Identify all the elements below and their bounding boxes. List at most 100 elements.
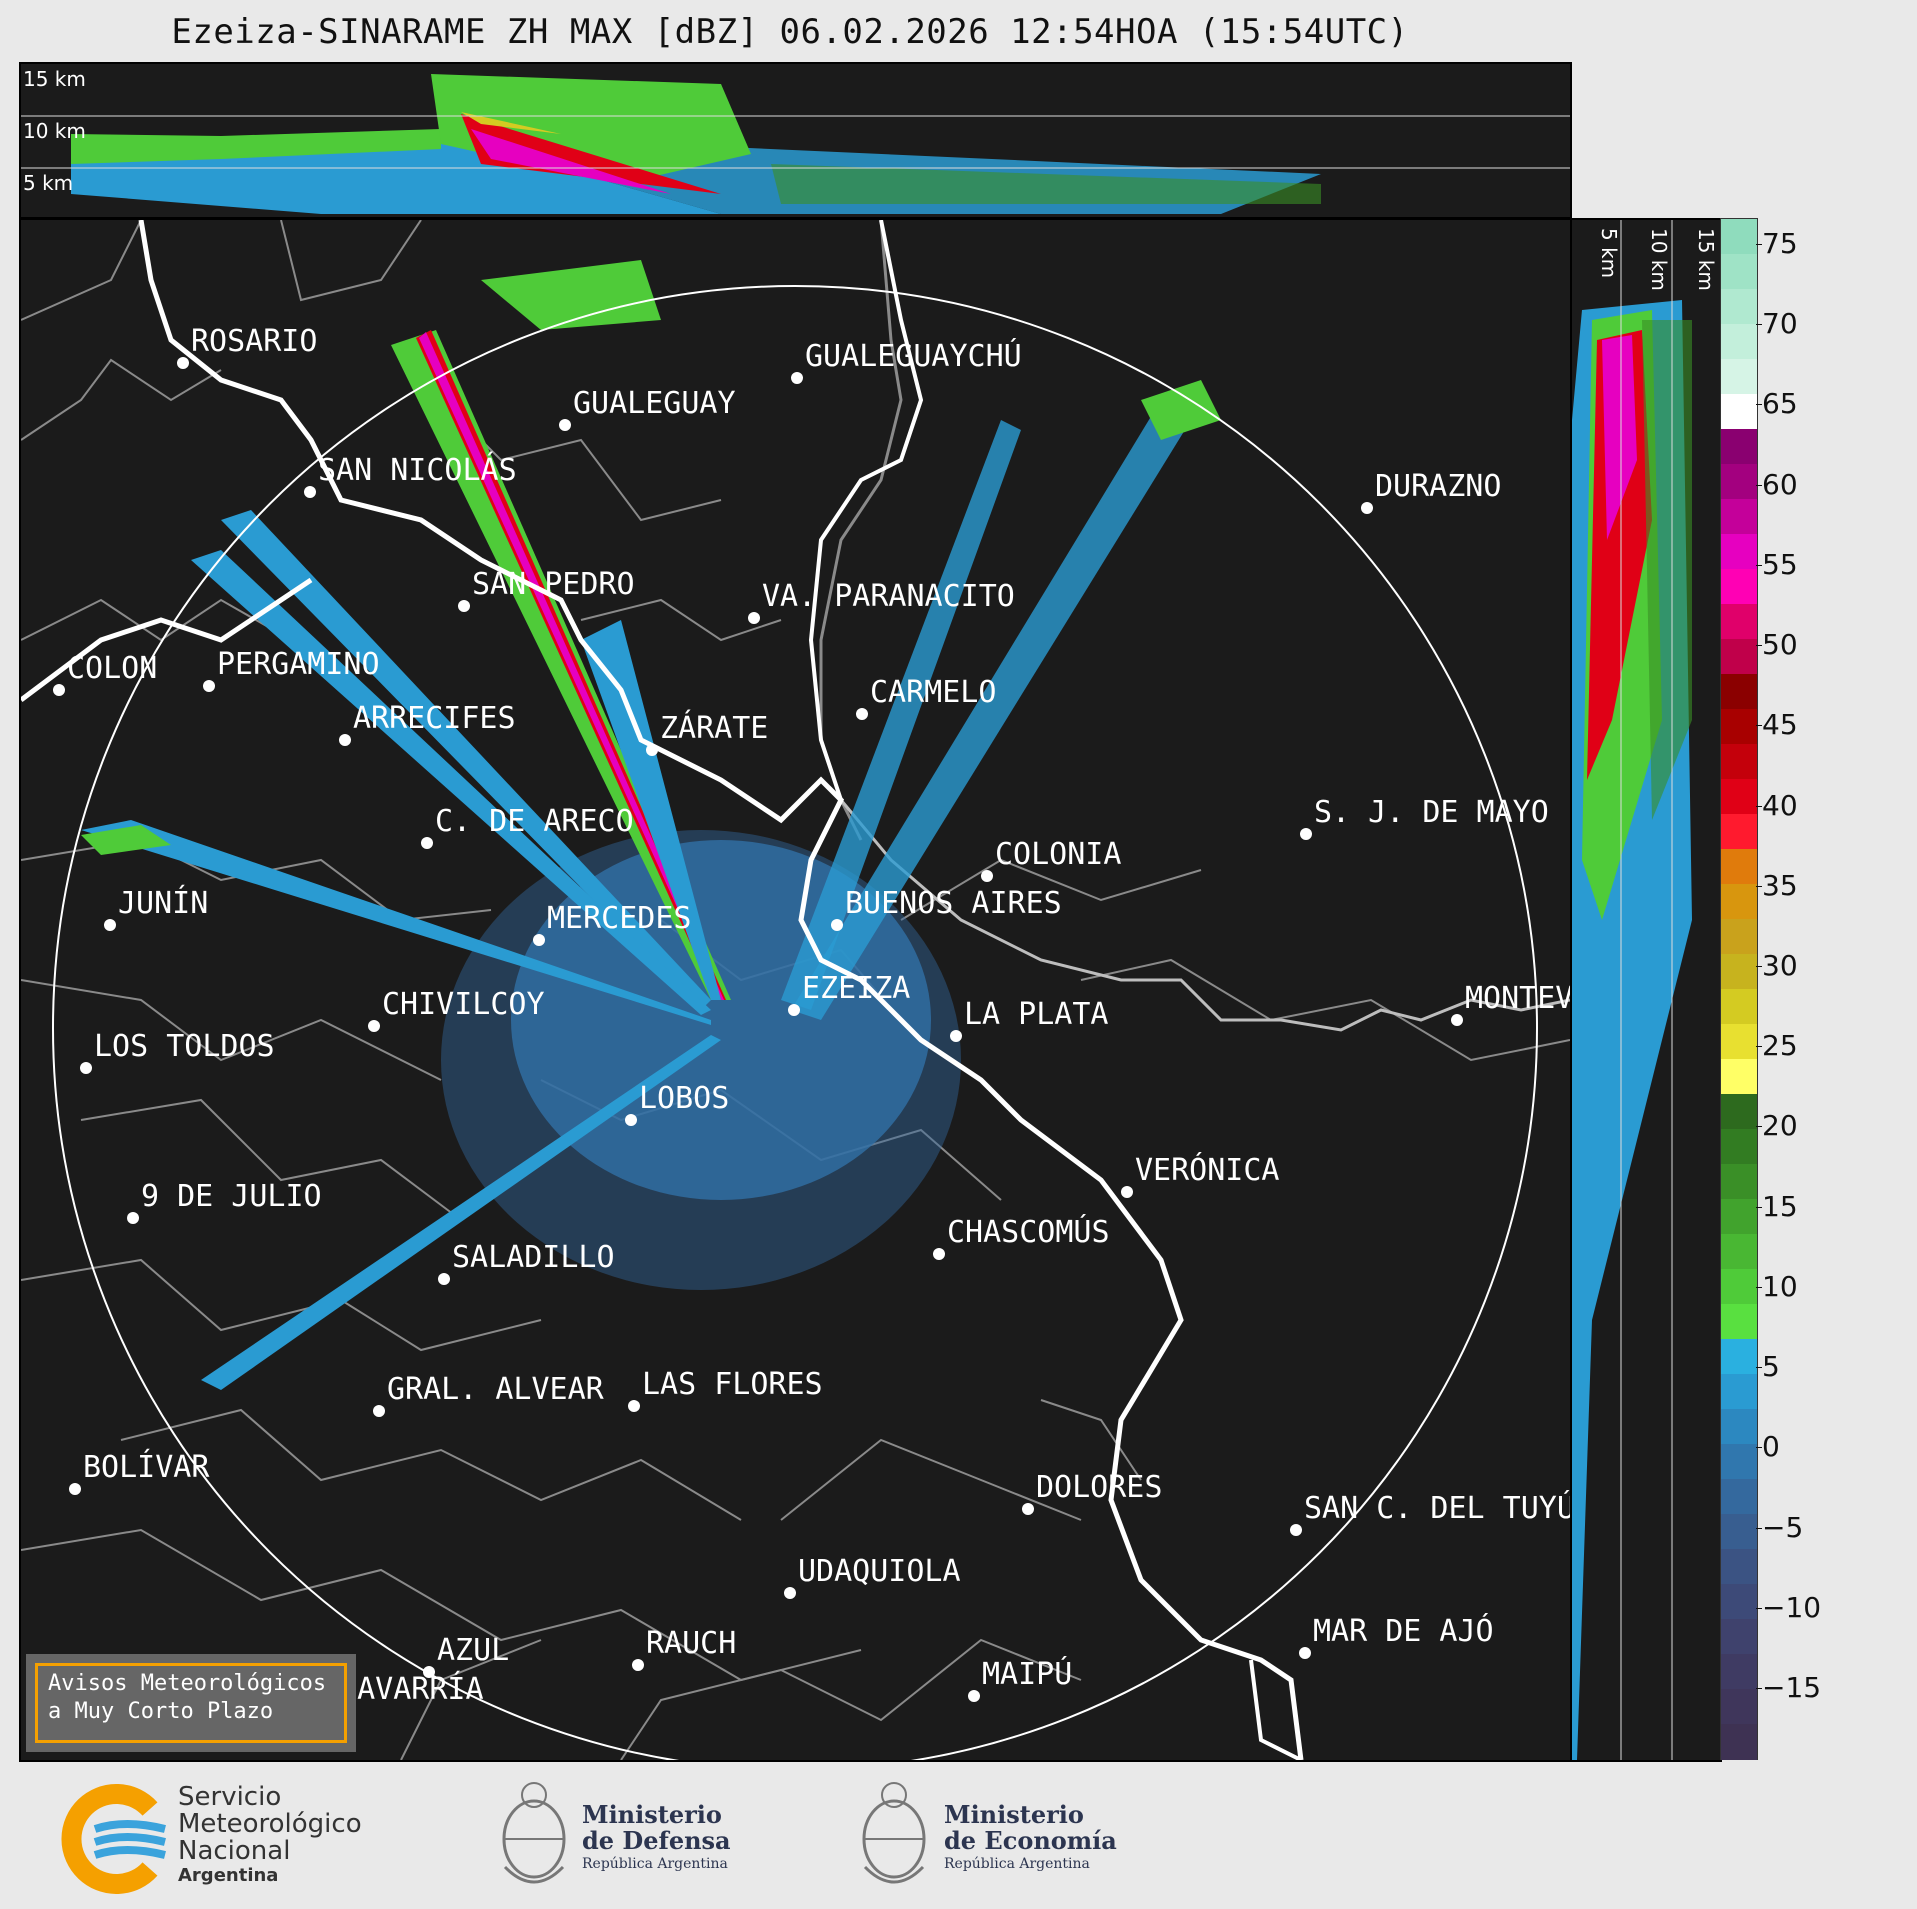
colorbar-segment: [1721, 1514, 1757, 1550]
defensa-logo-text: Ministerio de Defensa República Argentin…: [582, 1802, 731, 1874]
colorbar-segment: [1721, 1654, 1757, 1690]
side-height-label-10km: 10 km: [1647, 228, 1671, 291]
colorbar-segment: [1721, 884, 1757, 920]
echo-magenta-core: [471, 129, 671, 194]
top-cross-section: 15 km 10 km 5 km: [21, 67, 1570, 214]
colorbar-segment: [1721, 289, 1757, 325]
colorbar-segment: [1721, 569, 1757, 605]
colorbar-segment: [1721, 1059, 1757, 1095]
echo-spoke-nw1: [221, 510, 711, 1010]
radar-echoes: [81, 260, 1221, 1390]
smn-line-1: Servicio: [178, 1782, 282, 1812]
city-rauch: RAUCH: [646, 1626, 736, 1661]
colorbar-segment: [1721, 709, 1757, 745]
colorbar-segment: [1721, 604, 1757, 640]
colorbar-segment: [1721, 779, 1757, 815]
city-los-toldos: LOS TOLDOS: [94, 1029, 275, 1064]
uruguay-coast: [839, 799, 1570, 1032]
smn-line-2: Meteorológico: [178, 1809, 362, 1839]
city-junin: JUNÍN: [118, 885, 208, 921]
city-durazno: DURAZNO: [1375, 469, 1501, 504]
colorbar-segment: [1721, 1094, 1757, 1130]
colorbar-segment: [1721, 1199, 1757, 1235]
height-label-15km: 15 km: [23, 67, 86, 91]
city-va-paranacito: VA. PARANACITO: [762, 579, 1015, 614]
uruguay-river-white: [808, 220, 924, 801]
city-sj-de-mayo: S. J. DE MAYO: [1314, 795, 1549, 830]
echo-yellow-rim: [461, 112, 561, 134]
echo-spoke-sw: [201, 1035, 721, 1390]
smn-logo-text: Servicio Meteorológico Nacional Argentin…: [178, 1784, 362, 1887]
colorbar-segment: [1721, 254, 1757, 290]
city-chascomus: CHASCOMÚS: [947, 1213, 1110, 1250]
city-gral-alvear: GRAL. ALVEAR: [387, 1372, 605, 1407]
radar-map-panel: ROSARIO GUALEGUAYCHÚ GUALEGUAY SAN NICOL…: [19, 218, 1572, 1762]
colorbar-segment: [1721, 814, 1757, 850]
city-maipu: MAIPÚ: [982, 1655, 1072, 1692]
city-pergamino: PERGAMINO: [217, 647, 380, 682]
smn-line-3: Nacional: [178, 1836, 291, 1866]
colorbar-tick-label: 55: [1762, 547, 1798, 581]
echo-green-west: [71, 129, 441, 164]
colorbar-tick-mark: [1756, 1527, 1762, 1529]
warning-line-1: Avisos Meteorológicos: [48, 1671, 327, 1696]
side-height-label-15km: 15 km: [1694, 228, 1718, 291]
city-arrecifes: ARRECIFES: [353, 701, 516, 736]
colorbar-segment: [1721, 499, 1757, 535]
city-dolores: DOLORES: [1036, 1470, 1162, 1505]
colorbar-segment: [1721, 674, 1757, 710]
colorbar-tick-mark: [1756, 1126, 1762, 1128]
colorbar-segment: [1721, 954, 1757, 990]
range-ring: [52, 285, 1538, 1760]
city-montevideo: MONTEVIDEO: [1465, 981, 1570, 1016]
echo-spoke-ne2: [791, 400, 1191, 1020]
colorbar-tick-mark: [1756, 805, 1762, 807]
warning-box-inner: Avisos Meteorológicos a Muy Corto Plazo: [35, 1663, 347, 1743]
city-udaquiola: UDAQUIOLA: [798, 1554, 961, 1589]
city-carmelo: CARMELO: [870, 675, 996, 710]
coastline: [138, 220, 1304, 1760]
colorbar-segment: [1721, 394, 1757, 430]
echo-spoke-ne1: [781, 420, 1021, 1010]
colorbar-tick-mark: [1756, 1206, 1762, 1208]
colorbar-tick-label: 45: [1762, 708, 1798, 742]
chart-title: Ezeiza-SINARAME ZH MAX [dBZ] 06.02.2026 …: [171, 12, 1409, 52]
colorbar-tick-label: 5: [1762, 1350, 1780, 1384]
echo-spoke-n: [581, 620, 721, 1000]
colorbar-segment: [1721, 744, 1757, 780]
colorbar-segment: [1721, 1269, 1757, 1305]
warning-box[interactable]: Avisos Meteorológicos a Muy Corto Plazo: [26, 1654, 356, 1752]
colorbar: [1720, 218, 1758, 1760]
top-cross-section-panel: 15 km 10 km 5 km: [19, 62, 1572, 219]
smn-logo-icon: [61, 1784, 166, 1894]
colorbar-tick-label: 70: [1762, 307, 1798, 341]
colorbar-tick-mark: [1756, 885, 1762, 887]
city-san-pedro: SAN PEDRO: [472, 567, 635, 602]
radar-map: ROSARIO GUALEGUAYCHÚ GUALEGUAY SAN NICOL…: [21, 220, 1570, 1760]
city-rosario: ROSARIO: [191, 324, 317, 359]
colorbar-segment: [1721, 1409, 1757, 1445]
echo-green-east: [771, 164, 1321, 204]
colorbar-tick-label: −5: [1762, 1510, 1804, 1544]
echo-spoke-magenta: [419, 332, 724, 1000]
colorbar-segment: [1721, 1374, 1757, 1410]
colorbar-segment: [1721, 1129, 1757, 1165]
city-zarate: ZÁRATE: [660, 710, 768, 746]
colorbar-tick-label: 40: [1762, 788, 1798, 822]
colorbar-tick-label: 0: [1762, 1430, 1780, 1464]
colorbar-tick-label: 60: [1762, 467, 1798, 501]
colorbar-tick-mark: [1756, 1046, 1762, 1048]
coast-south: [1249, 1659, 1302, 1760]
colorbar-tick-mark: [1756, 244, 1762, 245]
city-la-plata: LA PLATA: [964, 997, 1109, 1032]
colorbar-tick-mark: [1756, 324, 1762, 326]
colorbar-tick-label: 20: [1762, 1109, 1798, 1143]
colorbar-segment: [1721, 1164, 1757, 1200]
colorbar-tick-mark: [1756, 1688, 1762, 1689]
colorbar-segment: [1721, 1689, 1757, 1725]
echo-cell-ne: [1141, 380, 1221, 440]
colorbar-tick-mark: [1756, 1286, 1762, 1288]
city-saladillo: SALADILLO: [452, 1240, 615, 1275]
echo-spoke-nw2: [191, 550, 711, 1015]
colorbar-segment: [1721, 534, 1757, 570]
